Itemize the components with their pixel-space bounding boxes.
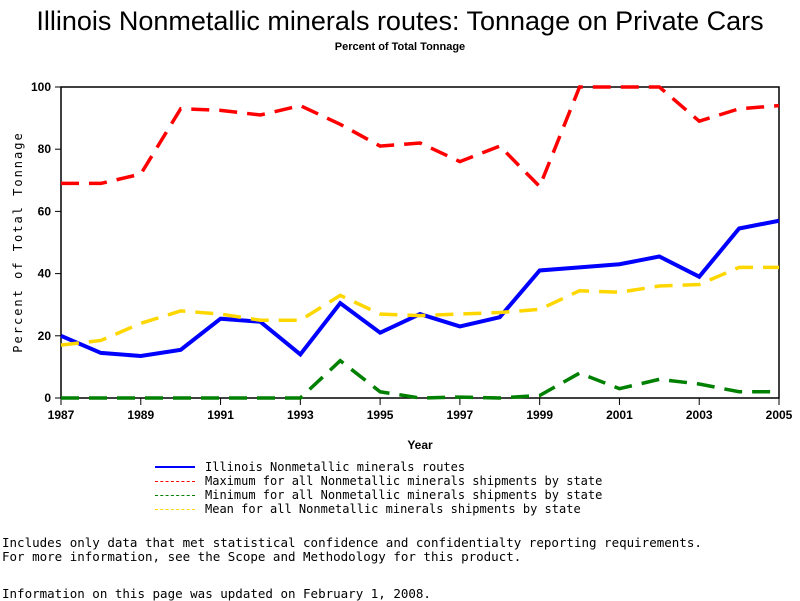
y-tick-label: 60 xyxy=(38,204,52,218)
legend-item: Illinois Nonmetallic minerals routes xyxy=(155,460,602,474)
x-tick-label: 1991 xyxy=(207,408,234,422)
updated-note: Information on this page was updated on … xyxy=(2,586,431,601)
footnotes: Includes only data that met statistical … xyxy=(2,536,702,564)
x-tick-label: 2001 xyxy=(606,408,633,422)
series-line-3 xyxy=(61,267,779,345)
legend-label: Minimum for all Nonmetallic minerals shi… xyxy=(205,488,602,502)
x-tick-label: 1995 xyxy=(367,408,394,422)
x-tick-label: 1993 xyxy=(287,408,314,422)
legend-label: Mean for all Nonmetallic minerals shipme… xyxy=(205,502,581,516)
series-line-1 xyxy=(61,87,779,187)
x-axis-label: Year xyxy=(407,438,433,452)
note-2: For more information, see the Scope and … xyxy=(2,550,702,564)
x-tick-label: 2003 xyxy=(686,408,713,422)
series-line-2 xyxy=(61,361,779,398)
x-tick-label: 2005 xyxy=(766,408,793,422)
note-1: Includes only data that met statistical … xyxy=(2,536,702,550)
y-axis-label: Percent of Total Tonnage xyxy=(11,131,25,352)
series-line-0 xyxy=(61,221,779,356)
y-tick-label: 0 xyxy=(44,391,51,405)
x-tick-label: 1999 xyxy=(526,408,553,422)
legend-swatch xyxy=(155,509,195,510)
x-tick-label: 1997 xyxy=(447,408,474,422)
legend-swatch xyxy=(155,466,195,468)
y-tick-label: 80 xyxy=(38,142,52,156)
y-tick-label: 100 xyxy=(31,80,51,94)
legend-label: Illinois Nonmetallic minerals routes xyxy=(205,460,465,474)
y-tick-label: 40 xyxy=(38,267,52,281)
legend-label: Maximum for all Nonmetallic minerals shi… xyxy=(205,474,602,488)
y-tick-label: 20 xyxy=(38,329,52,343)
legend-swatch xyxy=(155,495,195,496)
legend-swatch xyxy=(155,481,195,482)
legend-item: Maximum for all Nonmetallic minerals shi… xyxy=(155,474,602,488)
legend-item: Minimum for all Nonmetallic minerals shi… xyxy=(155,488,602,502)
line-chart: 0 20 40 60 80 100 1987 1989 1991 1993 1995 1997 1999… xyxy=(0,0,800,460)
x-tick-label: 1987 xyxy=(48,408,75,422)
x-tick-label: 1989 xyxy=(127,408,154,422)
legend-item: Mean for all Nonmetallic minerals shipme… xyxy=(155,502,602,516)
